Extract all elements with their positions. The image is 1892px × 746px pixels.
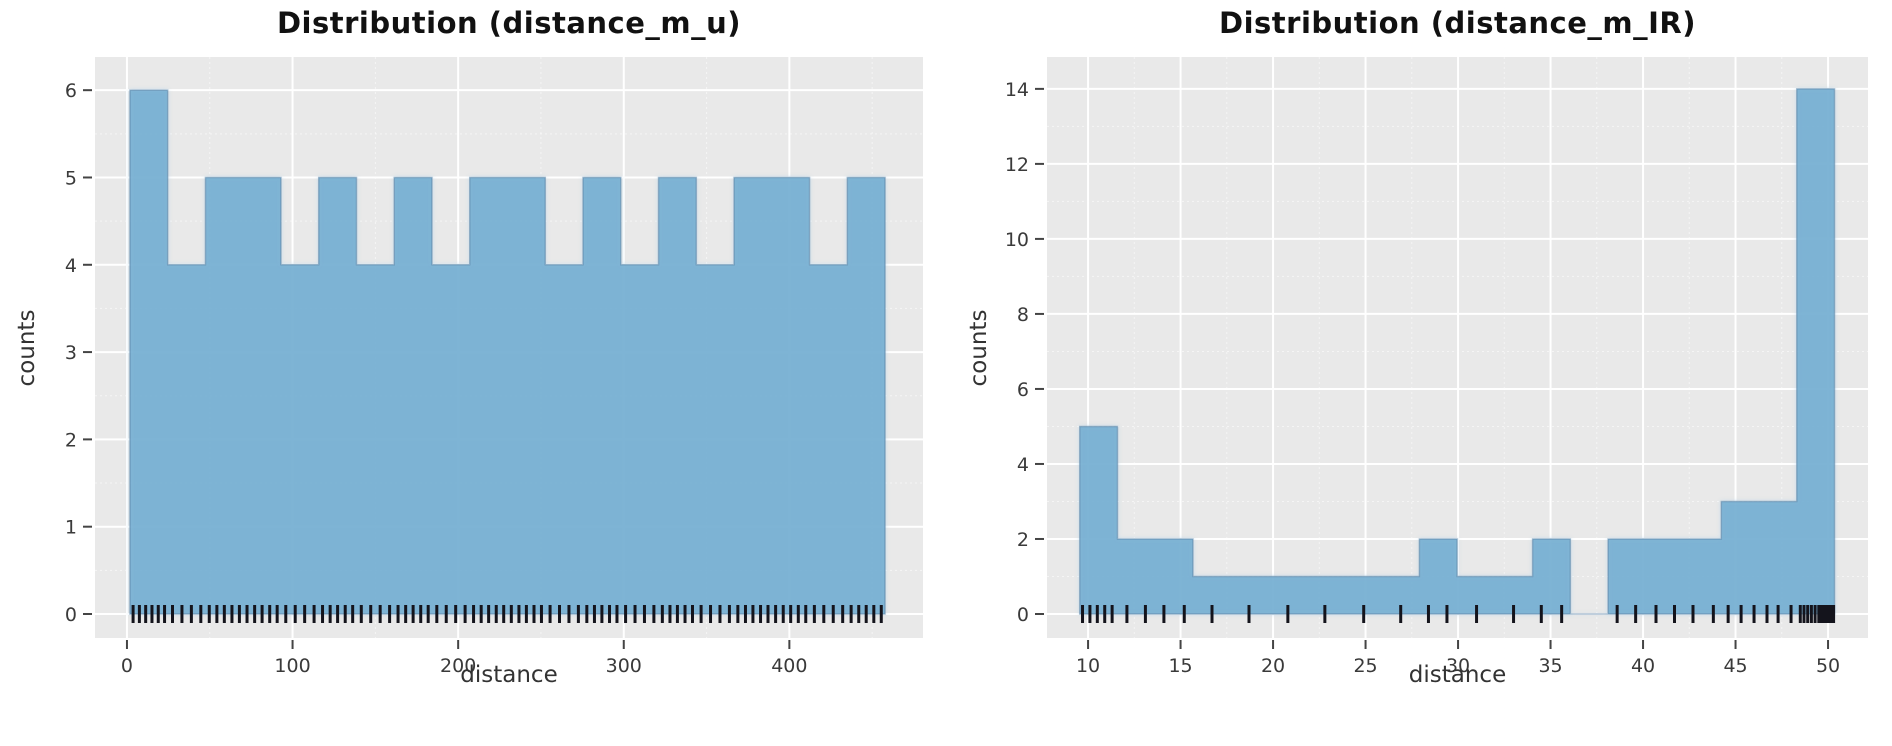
y-tick-label: 4 (65, 255, 77, 277)
x-tick-label: 40 (1631, 655, 1655, 677)
histogram-plot-distance-m-ir: 10 15 20 25 30 35 40 45 50 0 2 4 6 8 10 12 14 (1005, 57, 1868, 677)
y-tick-label: 6 (1017, 379, 1029, 401)
x-tick-label: 50 (1816, 655, 1840, 677)
x-tick-label: 25 (1353, 655, 1377, 677)
y-tick-label: 3 (65, 342, 77, 364)
x-tick-label: 30 (1446, 655, 1470, 677)
x-tick-label: 35 (1538, 655, 1562, 677)
y-tick-label: 14 (1005, 79, 1029, 101)
y-tick-label: 2 (1017, 529, 1029, 551)
x-tick-label: 10 (1076, 655, 1100, 677)
histogram-bars (1078, 88, 1836, 615)
x-tick-label: 100 (274, 655, 310, 677)
chart-title-distance-m-ir: Distribution (distance_m_IR) (1219, 6, 1696, 40)
y-tick-label: 4 (1017, 454, 1029, 476)
y-tick-label: 0 (1017, 604, 1029, 626)
x-tick-label: 300 (606, 655, 642, 677)
y-tick-label: 5 (65, 167, 77, 189)
y-tick-label: 10 (1005, 229, 1029, 251)
x-tick-label: 200 (440, 655, 476, 677)
y-tick-label: 6 (65, 80, 77, 102)
histogram-bars (129, 89, 886, 615)
y-tick-label: 1 (65, 517, 77, 539)
y-tick-label: 8 (1017, 304, 1029, 326)
y-tick-label: 12 (1005, 154, 1029, 176)
chart-distance-m-ir: Distribution (distance_m_IR) 10 15 20 25 30 3… (946, 0, 1892, 746)
x-tick-label: 15 (1168, 655, 1192, 677)
chart-distance-m-u: Distribution (distance_m_u) 0 100 200 300 40… (14, 6, 923, 688)
x-tick-label: 20 (1261, 655, 1285, 677)
x-axis-label: distance (1408, 662, 1507, 688)
y-tick-label: 0 (65, 604, 77, 626)
y-axis-label: counts (966, 309, 992, 387)
histogram-plot-distance-m-u: 0 100 200 300 400 0 1 2 3 4 5 6 (65, 57, 923, 677)
chart-title-distance-m-u: Distribution (distance_m_u) (276, 6, 742, 40)
x-tick-label: 400 (771, 655, 807, 677)
y-axis-label: counts (14, 309, 40, 387)
x-tick-label: 0 (121, 655, 133, 677)
y-tick-label: 2 (65, 429, 77, 451)
x-axis-label: distance (460, 662, 558, 688)
x-tick-label: 45 (1723, 655, 1747, 677)
